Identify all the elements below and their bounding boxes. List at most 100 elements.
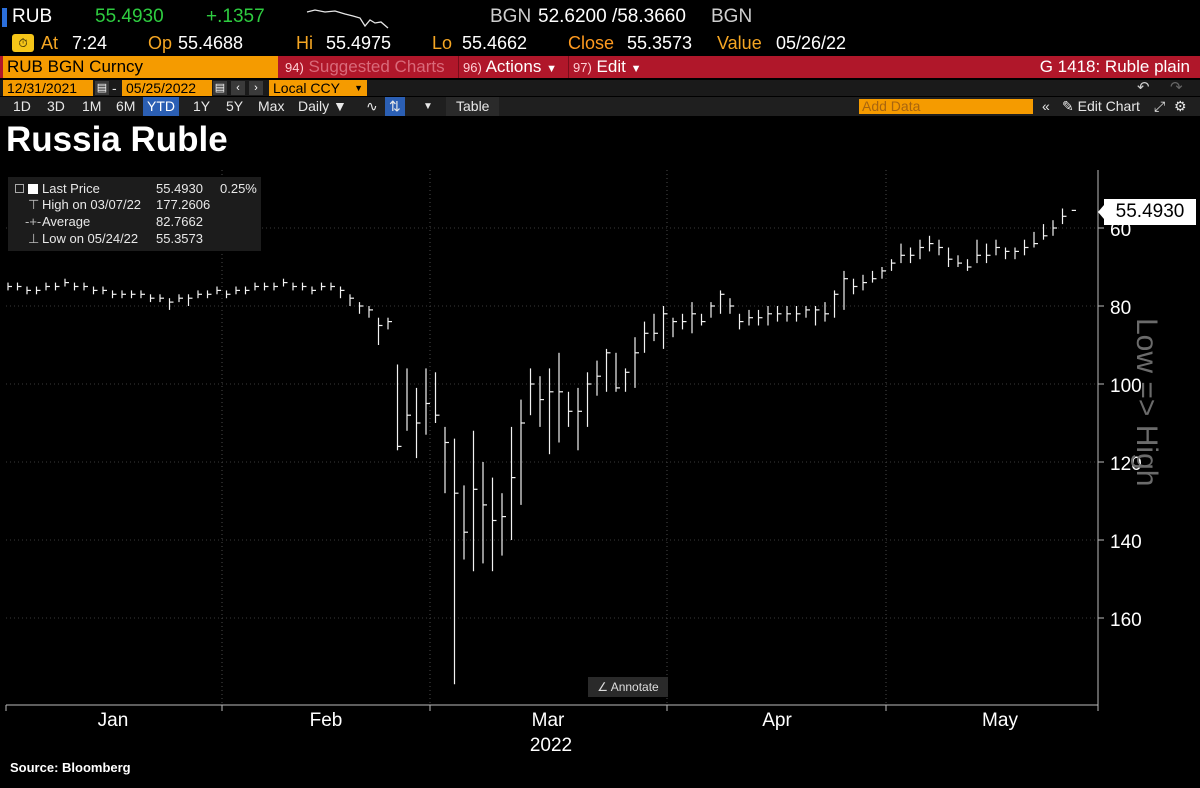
redo-icon[interactable]: ↷ [1170, 79, 1183, 96]
end-date-field[interactable]: 05/25/2022 [122, 80, 212, 96]
ohlc-bar [1071, 209, 1076, 212]
suggested-charts-button[interactable]: 94) Suggested Charts [285, 57, 445, 76]
table-button[interactable]: Table [446, 97, 500, 116]
average-line-icon: -+- [25, 214, 42, 229]
ohlc-bar [45, 282, 50, 291]
bar-chart-icon[interactable]: ⇅ [385, 97, 405, 116]
edit-chart-button[interactable]: ✎ Edit Chart [1062, 98, 1140, 114]
ohlc-bar [320, 282, 326, 291]
ohlc-bar [501, 493, 506, 556]
ohlc-bar [729, 298, 734, 314]
chart-legend[interactable]: Last Price 55.4930 0.25% ⊤ High on 03/07… [8, 177, 261, 251]
time-label: At [41, 33, 59, 53]
chart-title: Russia Ruble [6, 120, 228, 159]
ohlc-bar [187, 294, 193, 306]
ohlc-bar [548, 368, 554, 455]
ohlc-bar [871, 270, 877, 283]
legend-label: Average [42, 214, 91, 229]
period-1d[interactable]: 1D [13, 98, 31, 114]
ohlc-bar [254, 282, 259, 291]
ohlc-bar [833, 290, 839, 318]
legend-value: 55.3573 [156, 231, 203, 246]
date-separator: - [112, 80, 117, 96]
ticker-symbol[interactable]: RUB [12, 6, 53, 27]
close-label: Close [568, 33, 615, 53]
ohlc-bar [339, 286, 345, 299]
ohlc-bar [102, 286, 107, 295]
resize-icon[interactable]: ⤢ [1154, 98, 1166, 114]
trade-icon[interactable]: ⏱ [12, 34, 34, 52]
ohlc-bar [73, 282, 79, 291]
open-value: 55.4688 [178, 33, 244, 53]
time-value: 7:24 [72, 33, 108, 53]
pencil-icon: ∠ [597, 680, 609, 694]
annotate-button[interactable]: ∠ Annotate [588, 677, 668, 697]
period-ytd[interactable]: YTD [143, 97, 179, 116]
calendar-icon[interactable]: ▤ [213, 81, 227, 95]
ohlc-bar [919, 239, 924, 260]
ohlc-bar [976, 239, 981, 264]
ohlc-bar [463, 485, 468, 560]
ohlc-bar [263, 282, 269, 291]
bid-ask: 52.6200 /58.3660 [538, 6, 686, 27]
dropdown-arrow-icon[interactable]: ▼ [423, 101, 433, 112]
legend-value: 82.7662 [156, 214, 203, 229]
security-field[interactable]: RUB BGN Curncy [3, 56, 278, 78]
period-6m[interactable]: 6M [116, 98, 136, 114]
ohlc-bar [567, 391, 573, 427]
legend-row: -+- Average 82.7662 [8, 214, 261, 230]
sparkline-icon [306, 9, 389, 29]
period-1m[interactable]: 1M [82, 98, 102, 114]
frequency-select[interactable]: Daily ▼ [298, 98, 347, 114]
chevron-right-icon[interactable]: › [249, 81, 263, 95]
close-value: 55.3573 [627, 33, 693, 53]
y-tick-label: 120 [1110, 454, 1142, 475]
ohlc-bar [691, 302, 696, 334]
axis-direction-label: Low => High [1130, 318, 1163, 487]
ohlc-bar [558, 352, 563, 443]
actions-menu[interactable]: 96) Actions ▼ [458, 56, 565, 78]
ohlc-bar [776, 306, 782, 322]
ohlc-bar [273, 282, 278, 291]
ohlc-bar [634, 337, 639, 388]
ohlc-bar [159, 294, 164, 303]
ohlc-bar [738, 313, 744, 330]
value-date: 05/26/22 [776, 33, 847, 53]
ticker-marker [2, 8, 7, 27]
collapse-icon[interactable]: « [1042, 98, 1050, 114]
undo-icon[interactable]: ↶ [1137, 79, 1150, 96]
legend-value: 55.4930 [156, 181, 203, 196]
ohlc-bar [244, 286, 250, 295]
legend-row: ⊥ Low on 05/24/22 55.3573 [8, 231, 261, 247]
ohlc-bar [311, 286, 316, 295]
chevron-left-icon[interactable]: ‹ [231, 81, 245, 95]
period-5y[interactable]: 5Y [226, 98, 244, 114]
edit-menu[interactable]: 97) Edit ▼ [568, 56, 646, 78]
period-3d[interactable]: 3D [47, 98, 65, 114]
currency-select[interactable]: Local CCY ▼ [269, 80, 367, 96]
ohlc-bar [111, 290, 117, 299]
legend-label: Low on 05/24/22 [42, 231, 139, 246]
start-date-field[interactable]: 12/31/2021 [3, 80, 93, 96]
line-chart-icon[interactable]: ∿ [366, 98, 378, 114]
bid-currency: BGN [490, 6, 532, 27]
ohlc-bar [444, 426, 449, 494]
quote-line: RUB 55.4930 +.1357 BGN 52.6200 /58.3660 … [0, 6, 1200, 30]
last-price: 55.4930 [95, 6, 164, 27]
ohlc-bar [510, 426, 516, 540]
gear-icon[interactable]: ⚙ [1174, 98, 1187, 114]
collapse-box-icon[interactable] [15, 184, 24, 193]
period-1y[interactable]: 1Y [193, 98, 211, 114]
legend-row: Last Price 55.4930 0.25% [8, 181, 261, 197]
ohlc-bar [178, 294, 183, 303]
ohlc-bar [168, 298, 174, 310]
add-data-input[interactable]: Add Data [859, 99, 1033, 114]
ohlc-bar [1014, 247, 1019, 260]
ohlc-bar [7, 282, 12, 291]
ohlc-bar [947, 247, 953, 267]
period-max[interactable]: Max [258, 98, 285, 114]
ohlc-bar [852, 278, 858, 295]
ohlc-bar [1042, 224, 1048, 240]
ohlc-bar [92, 286, 98, 295]
calendar-icon[interactable]: ▤ [95, 81, 109, 95]
